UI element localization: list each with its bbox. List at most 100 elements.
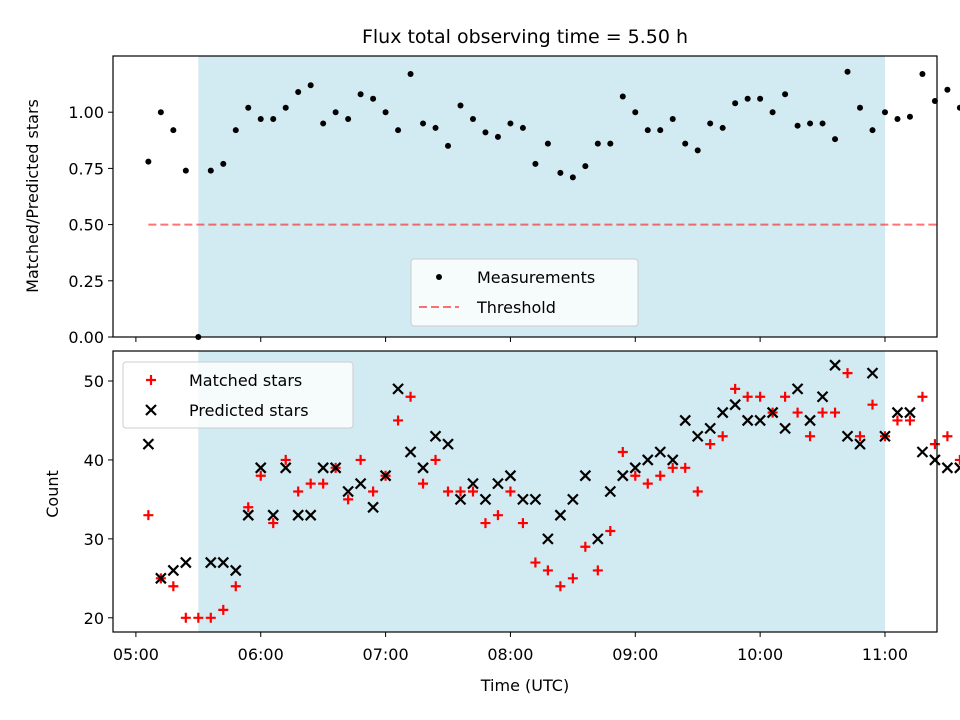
top-measurement-point	[694, 147, 701, 154]
top-measurement-point	[956, 104, 960, 111]
top-y-tick-label: 0.25	[68, 272, 104, 291]
top-measurement-point	[919, 70, 926, 77]
bottom-matched-star-point	[867, 399, 878, 410]
top-measurement-point	[682, 140, 689, 147]
top-measurement-point	[707, 120, 714, 127]
bottom-plot-area: 05:00 06:00 07:00 08:00 09:00 10:00 11:00 20 30 4…	[84, 350, 960, 664]
bottom-legend-swatch-matched	[146, 375, 156, 385]
bottom-matched-star-point	[443, 486, 454, 497]
top-measurement-point	[807, 120, 814, 127]
top-measurement-point	[532, 160, 539, 167]
bottom-matched-star-point	[193, 612, 204, 623]
bottom-predicted-star-point	[829, 359, 841, 371]
bottom-x-tick-label: 09:00	[612, 645, 658, 664]
bottom-predicted-star-point	[854, 438, 866, 450]
top-measurement-point	[494, 133, 501, 140]
bottom-matched-star-point	[418, 478, 429, 489]
top-measurement-point	[632, 109, 639, 116]
top-measurement-point	[894, 115, 901, 122]
bottom-matched-star-point	[492, 510, 503, 521]
top-measurement-point	[794, 122, 801, 129]
bottom-x-tick-label: 05:00	[113, 645, 159, 664]
bottom-predicted-star-point	[529, 493, 542, 506]
bottom-x-tick-label: 11:00	[862, 645, 908, 664]
bottom-matched-star-point	[243, 502, 254, 513]
bottom-matched-star-point	[705, 439, 716, 450]
bottom-axes-frame	[112, 350, 938, 633]
bottom-legend-swatch-predicted	[145, 404, 157, 416]
top-measurement-point	[457, 102, 464, 109]
top-measurement-point	[220, 160, 227, 167]
bottom-predicted-star-point	[429, 430, 442, 443]
top-measurement-point	[295, 88, 302, 95]
bottom-matched-star-point	[717, 431, 728, 442]
bottom-y-tick-label: 20	[84, 609, 104, 628]
top-measurement-point	[370, 95, 377, 102]
bottom-matched-star-point	[393, 415, 404, 426]
bottom-predicted-star-point	[392, 383, 404, 395]
bottom-predicted-star-point	[379, 469, 392, 482]
bottom-matched-star-point	[892, 415, 903, 426]
bottom-predicted-star-point	[492, 477, 504, 490]
bottom-y-tick-label: 50	[84, 372, 104, 391]
bottom-matched-star-point	[855, 431, 866, 442]
bottom-predicted-star-point	[567, 493, 579, 506]
top-measurement-point	[607, 140, 614, 147]
top-measurement-point	[407, 70, 414, 77]
top-chart-title: Flux total observing time = 5.50 h	[362, 26, 688, 48]
bottom-predicted-star-point	[554, 509, 567, 521]
bottom-predicted-star-point	[666, 454, 679, 466]
bottom-predicted-star-point	[879, 430, 891, 443]
top-legend-box	[410, 258, 639, 327]
top-measurement-point	[757, 95, 764, 102]
bottom-predicted-star-point	[629, 462, 642, 474]
bottom-matched-star-point	[792, 407, 803, 418]
top-measurement-point	[669, 115, 676, 122]
bottom-predicted-star-point	[155, 572, 167, 585]
top-measurement-point	[245, 104, 252, 111]
top-plot-area: 0.00 0.25 0.50 0.75 1.00 Measurements Threshol…	[68, 55, 960, 347]
bottom-matched-star-point	[755, 391, 766, 402]
bottom-predicted-star-point	[604, 485, 617, 498]
bottom-matched-star-point	[592, 565, 603, 576]
bottom-matched-star-point	[667, 462, 678, 473]
bottom-predicted-star-point	[279, 462, 292, 474]
top-measurement-point	[869, 127, 876, 134]
bottom-matched-star-point	[780, 391, 791, 402]
bottom-chart-ylabel: Count	[43, 470, 62, 518]
top-measurement-point	[881, 109, 888, 116]
top-measurement-point	[906, 113, 913, 120]
bottom-predicted-star-point	[704, 422, 716, 435]
bottom-matched-star-point	[455, 486, 466, 497]
bottom-matched-star-point	[742, 391, 753, 402]
bottom-predicted-star-point	[804, 414, 816, 427]
bottom-matched-star-point	[305, 478, 316, 489]
bottom-predicted-star-point	[841, 430, 854, 443]
bottom-y-tick-label: 40	[84, 451, 104, 470]
bottom-matched-star-point	[205, 612, 216, 623]
top-measurement-point	[270, 115, 277, 122]
bottom-predicted-star-point	[741, 414, 754, 427]
top-measurement-point	[382, 109, 389, 116]
bottom-matched-star-point	[467, 486, 478, 497]
bottom-predicted-star-point	[592, 533, 604, 545]
bottom-matched-star-point	[680, 462, 691, 473]
bottom-matched-star-point	[605, 525, 616, 536]
bottom-predicted-star-point	[304, 509, 317, 521]
bottom-predicted-star-point	[716, 406, 729, 419]
bottom-predicted-star-point	[617, 469, 629, 482]
bottom-matched-star-point	[405, 391, 416, 402]
bottom-x-tick-label: 07:00	[363, 645, 409, 664]
top-legend-swatch-measurements	[436, 274, 442, 280]
top-measurement-point	[544, 140, 551, 147]
top-measurement-point	[395, 127, 402, 134]
bottom-matched-star-point	[368, 486, 379, 497]
bottom-matched-star-point	[842, 368, 853, 379]
top-measurement-point	[357, 91, 364, 98]
top-measurement-point	[445, 142, 452, 149]
top-legend-label: Measurements	[477, 268, 595, 287]
bottom-predicted-star-point	[404, 446, 417, 458]
bottom-predicted-star-point	[467, 477, 479, 490]
bottom-predicted-star-point	[242, 509, 255, 521]
bottom-matched-star-point	[542, 565, 553, 576]
